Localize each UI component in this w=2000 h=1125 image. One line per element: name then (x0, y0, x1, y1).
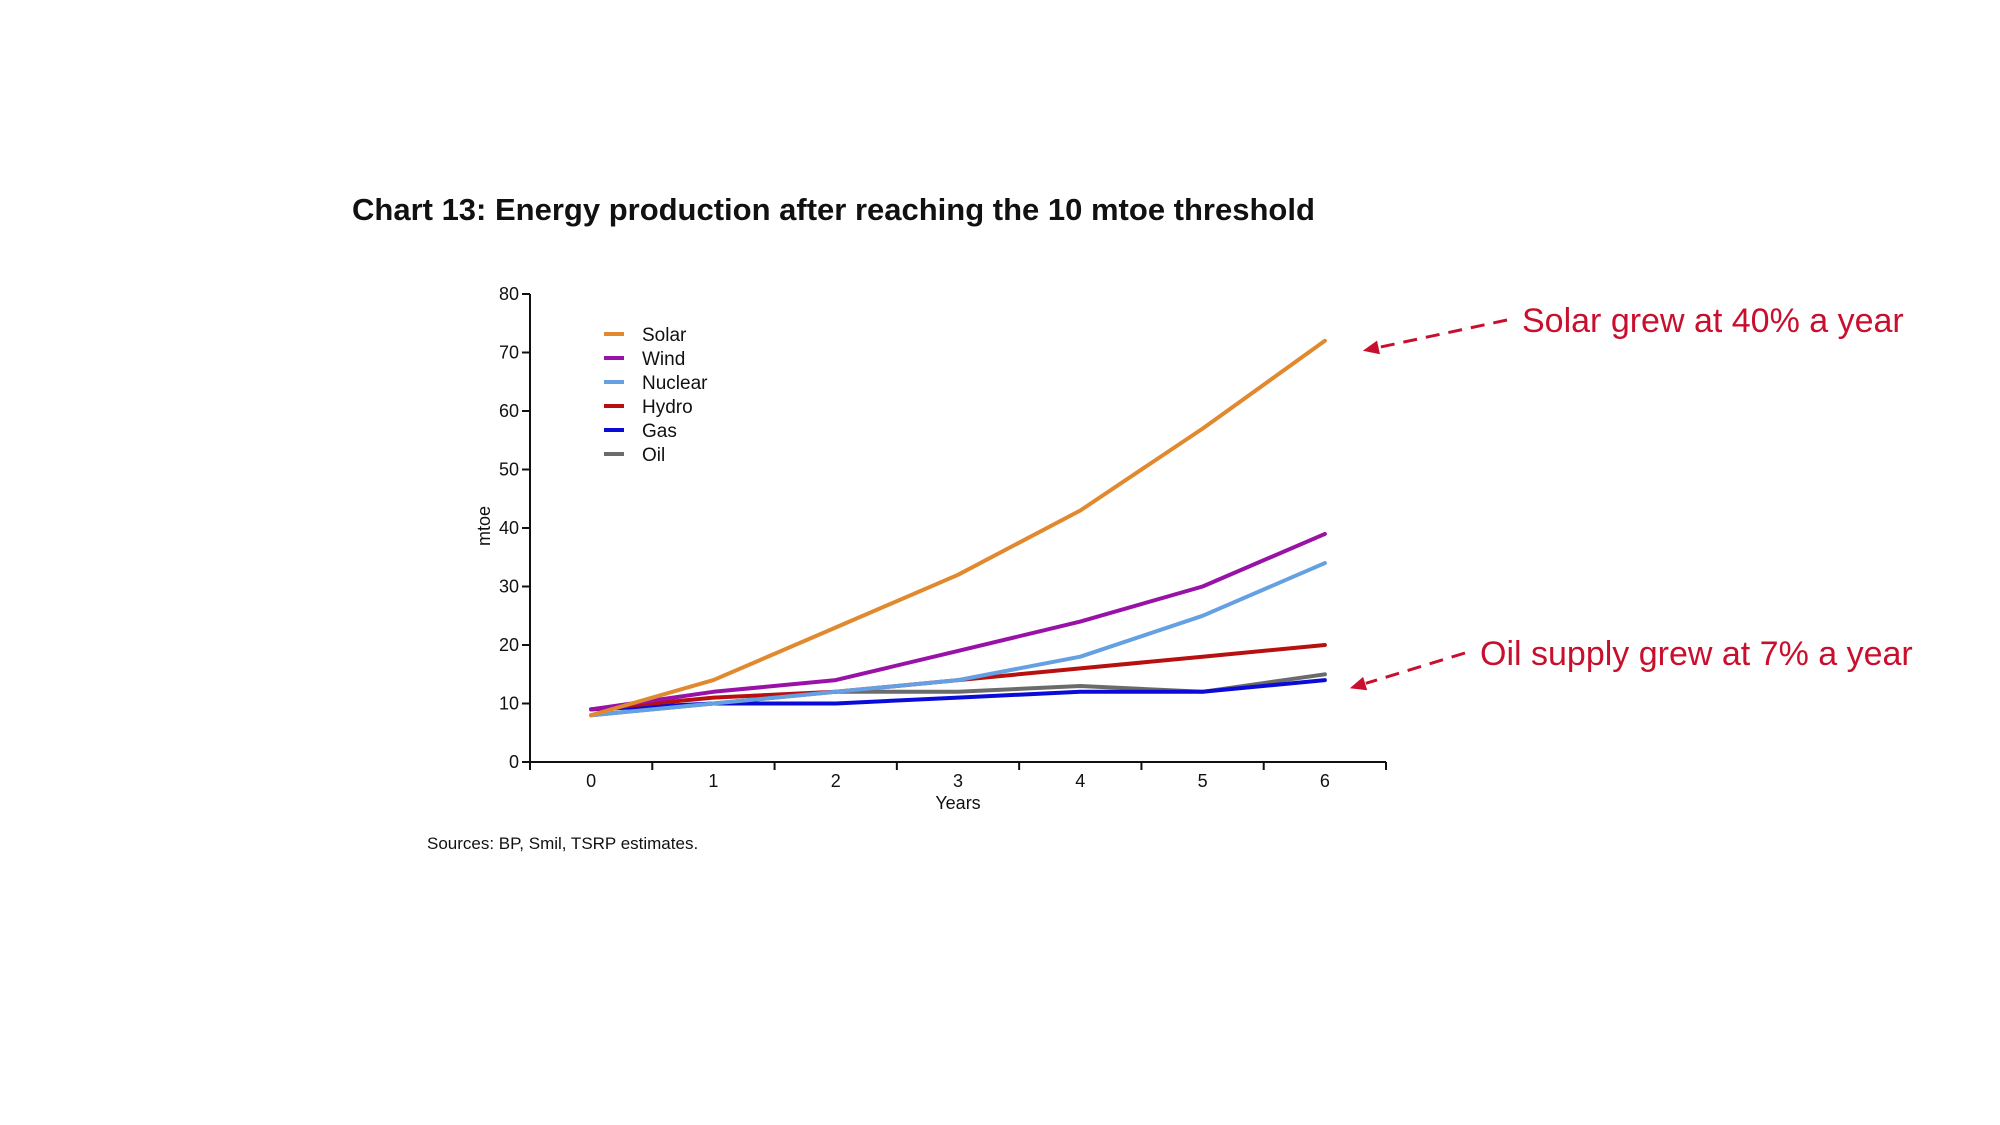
y-tick-label: 70 (499, 343, 519, 363)
y-tick-label: 10 (499, 694, 519, 714)
chart-series (589, 338, 1327, 718)
y-tick-label: 40 (499, 518, 519, 538)
legend-label-gas: Gas (642, 421, 677, 442)
annotation-arrowhead (1349, 676, 1368, 691)
annotation-arrow-line (1378, 318, 1508, 349)
y-tick-label: 80 (499, 284, 519, 304)
x-tick-label: 3 (953, 771, 963, 791)
chart-title: Chart 13: Energy production after reachi… (352, 192, 1315, 227)
x-tick-label: 2 (831, 771, 841, 791)
y-tick-label: 0 (509, 752, 519, 772)
axis-ticks: 0 10 20 30 40 50 60 70 80 0 1 2 3 4 5 6 (499, 284, 1387, 791)
annotation-text: Oil supply grew at 7% a year (1480, 635, 1913, 673)
legend-label-hydro: Hydro (642, 397, 693, 418)
x-tick-label: 1 (708, 771, 718, 791)
y-axis-label: mtoe (474, 506, 494, 546)
source-note: Sources: BP, Smil, TSRP estimates. (427, 834, 698, 853)
legend-label-wind: Wind (642, 349, 685, 370)
x-tick-label: 5 (1198, 771, 1208, 791)
legend-label-nuclear: Nuclear (642, 373, 708, 394)
y-tick-label: 20 (499, 635, 519, 655)
y-tick-label: 30 (499, 577, 519, 597)
legend-label-oil: Oil (642, 445, 665, 466)
annotations: Solar grew at 40% a year Oil supply grew … (1349, 302, 1913, 691)
series-line-hydro (589, 643, 1327, 712)
x-tick-label: 4 (1075, 771, 1085, 791)
x-tick-label: 6 (1320, 771, 1330, 791)
series-line-solar (589, 338, 1327, 718)
annotation-text: Solar grew at 40% a year (1522, 302, 1904, 340)
x-tick-label: 0 (586, 771, 596, 791)
y-tick-label: 60 (499, 401, 519, 421)
chart-legend: Solar Wind Nuclear Hydro Gas Oil (604, 325, 708, 466)
legend-label-solar: Solar (642, 325, 687, 346)
y-tick-label: 50 (499, 460, 519, 480)
x-axis-label: Years (935, 793, 980, 813)
series-line-wind (589, 531, 1327, 712)
series-line-nuclear (589, 561, 1327, 718)
annotation-arrowhead (1362, 340, 1380, 355)
annotation-arrow-line (1365, 651, 1466, 685)
